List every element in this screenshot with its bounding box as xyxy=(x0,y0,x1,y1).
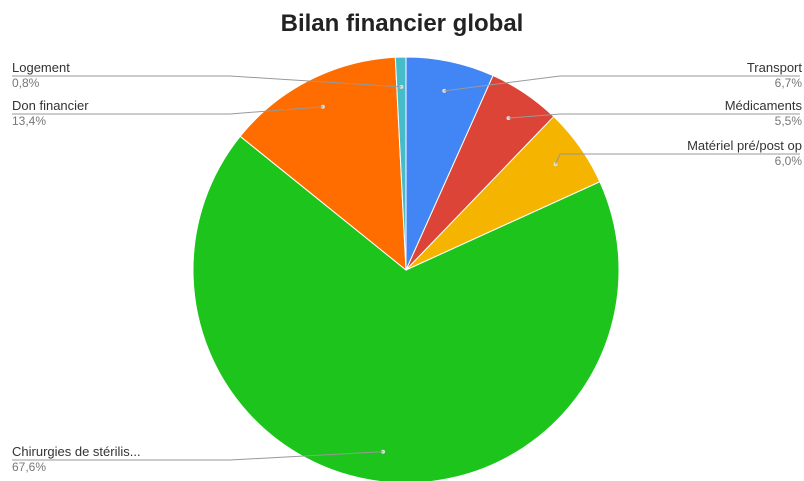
slice-percent-materiel-pre-post-op: 6,0% xyxy=(775,154,803,168)
slice-label-medicaments: Médicaments xyxy=(725,98,803,113)
slice-label-don-financier: Don financier xyxy=(12,98,89,113)
slice-label-transport: Transport xyxy=(747,60,803,75)
leader-line xyxy=(444,75,800,92)
leader-line xyxy=(12,451,384,461)
slice-percent-don-financier: 13,4% xyxy=(12,114,46,128)
slices-layer xyxy=(192,56,620,481)
leader-line xyxy=(508,113,800,119)
slice-label-logement: Logement xyxy=(12,60,70,75)
leader-lines-layer xyxy=(12,75,800,461)
leader-line xyxy=(12,75,402,88)
pie-slice-chirurgies-de-sterilis[interactable] xyxy=(192,135,620,481)
pie-slice-logement[interactable] xyxy=(394,56,407,271)
slice-percent-transport: 6,7% xyxy=(775,76,803,90)
slice-label-chirurgies-de-sterilis: Chirurgies de stérilis... xyxy=(12,444,141,459)
chart-title: Bilan financier global xyxy=(280,10,524,37)
slice-percent-medicaments: 5,5% xyxy=(775,114,803,128)
slice-percent-logement: 0,8% xyxy=(12,76,40,90)
leader-line xyxy=(12,106,323,115)
slice-label-materiel-pre-post-op: Matériel pré/post op xyxy=(687,138,802,153)
leader-line xyxy=(555,153,800,165)
slice-percent-chirurgies-de-sterilis: 67,6% xyxy=(12,460,46,474)
